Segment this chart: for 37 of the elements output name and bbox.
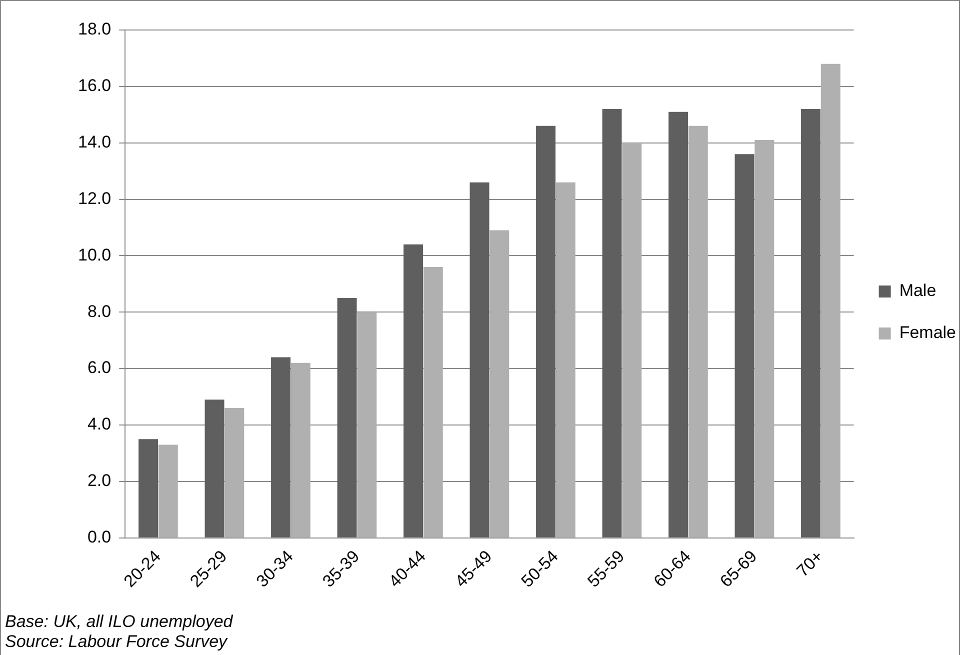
text: Base: UK, all ILO unemployed: [5, 612, 233, 632]
bar: [470, 182, 490, 538]
y-tick-label: 2.0: [87, 471, 112, 490]
bar: [490, 230, 510, 538]
bar: [337, 298, 357, 538]
bar: [668, 112, 688, 538]
bar: [158, 444, 178, 538]
bar: [688, 126, 708, 538]
y-tick-label: 18.0: [78, 20, 112, 39]
bar: [602, 108, 622, 538]
source-note: Source: Labour Force Survey: [5, 632, 229, 652]
legend-label: Female: [899, 323, 956, 342]
bar: [204, 400, 224, 538]
y-tick-label: 8.0: [87, 302, 112, 321]
bar: [536, 126, 556, 538]
bar: [754, 140, 774, 538]
bar: [357, 312, 377, 538]
bar: [820, 64, 840, 538]
x-tick-label: 70+: [793, 546, 827, 581]
bar: [271, 357, 291, 538]
bar: [404, 244, 424, 538]
y-tick-label: 4.0: [87, 414, 112, 434]
y-tick-label: 0.0: [87, 528, 112, 547]
y-tick-label: 12.0: [78, 188, 112, 208]
y-tick-label: 6.0: [87, 358, 112, 378]
bar: [224, 408, 244, 538]
bar: [290, 362, 310, 538]
y-tick-label: 14.0: [78, 132, 112, 152]
bar: [556, 182, 576, 538]
bar: [622, 142, 642, 538]
bar: [138, 439, 158, 538]
y-tick-label: 10.0: [78, 245, 112, 264]
legend-label: Male: [899, 281, 936, 300]
bar: [423, 266, 443, 538]
bar: [801, 108, 820, 538]
y-tick-label: 16.0: [78, 76, 112, 96]
bar: [734, 154, 754, 538]
